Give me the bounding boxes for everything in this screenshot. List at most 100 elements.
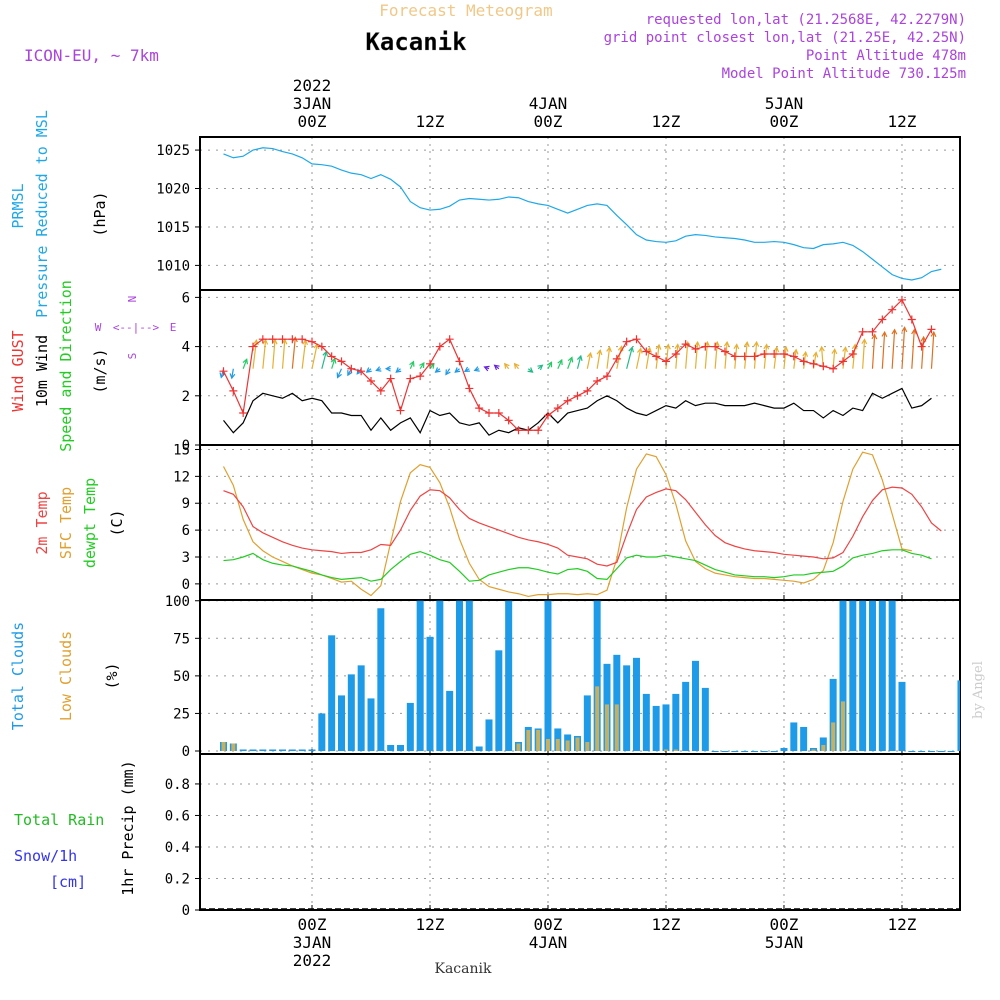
wind-arrow-shaft [744,342,748,369]
gust-marker [642,347,651,356]
wind-arrow [753,340,760,369]
total-cloud-bar [849,600,857,751]
wind-arrow-head [576,354,583,361]
wind-arrow-head [723,340,730,347]
top-time-label: 00Z [298,112,327,131]
bottom-time-label: 5JAN [765,933,804,952]
wind-dir-label: Speed and Direction [57,280,75,452]
y-tick-label: 15 [173,442,190,458]
total-cloud-bar [721,750,729,752]
wind-arrow-shaft [862,339,866,369]
total-cloud-bar [927,750,935,752]
gust-marker [416,372,425,381]
gust-marker [534,426,543,435]
wind-arrow [493,364,500,371]
total-cloud-bar [878,600,886,751]
dewpt-line [223,549,932,582]
total-cloud-bar [288,749,296,751]
location-title: Kacanik [365,28,467,56]
total-cloud-bar [347,674,355,751]
wind-arrow-head [694,340,701,347]
y-tick-label: 0.4 [165,840,190,856]
wind-arrow [434,367,441,373]
wind-arrow-shaft [567,357,573,369]
wind-arrow-shaft [596,350,601,369]
wind-arrow-head [881,330,888,337]
wind-arrow [445,368,451,376]
bottom-time-label: 00Z [770,915,799,934]
gust-marker [730,352,739,361]
grid-point-coords: grid point closest lon,lat (21.25E, 42.2… [604,30,966,46]
wind-arrow-shaft [763,344,768,369]
total-cloud-bar [898,681,906,751]
low-cloud-bar [614,704,619,751]
total-cloud-bar [947,750,955,752]
wind-speed-line [223,387,932,436]
gust-marker [494,409,503,418]
gust-marker [671,349,680,358]
compass-west: W [95,321,102,334]
panel-precip: 0 0.2 0.4 0.6 0.8 [165,753,961,919]
wind-arrow-head [628,346,634,353]
wind-arrow-shaft [921,337,925,369]
gust-marker [701,342,710,351]
forecast-title: Forecast Meteogram [379,1,552,20]
wind-arrow-shaft [557,359,563,369]
y-tick-label: 4 [182,340,190,356]
bottom-time-label: 00Z [298,915,327,934]
wind-arrow-shaft [409,361,415,369]
total-cloud-bar [937,750,945,752]
top-time-label: 00Z [534,112,563,131]
total-cloud-bar [623,665,631,751]
wind-arrow-shaft [291,337,296,369]
wind-arrow-head [347,370,353,377]
wind-arrow [262,338,269,369]
wind-arrow [782,345,789,369]
gust-marker [357,367,366,376]
gust-marker [455,357,464,366]
pressure-line [223,147,942,281]
wind-arrow [419,361,425,370]
y-tick-label: 1010 [156,258,190,274]
y-tick-label: 0.6 [165,808,190,824]
wind-arrow-shaft [901,327,906,369]
wind-arrow [463,366,471,372]
wind-arrow [802,350,809,369]
total-cloud-bar [308,749,316,751]
wind-arrow-shaft [337,368,343,378]
wind-arrow [291,336,298,369]
dewpt-label: dewpt Temp [81,478,99,568]
wind-arrow-shaft [301,340,307,369]
wind-arrow [384,365,391,372]
wind-arrow-shaft [685,342,689,369]
top-time-label: 3JAN [293,94,332,113]
wind-arrow [395,367,402,373]
gust-marker [858,327,867,336]
total-cloud-bar [632,657,640,751]
wind-arrow-head [473,366,480,372]
total-cloud-bar [298,749,306,751]
gust-marker [593,377,602,386]
wind-arrow-head [891,328,898,335]
total-cloud-bar [337,695,345,751]
gust-marker [396,406,405,415]
gust-marker [583,386,592,395]
gust-marker [445,335,454,344]
wind-arrow-head [773,346,780,353]
total-cloud-bar [750,750,758,752]
wind-arrow-head [763,343,770,350]
wind-arrow [311,342,320,369]
low-cloud-bar [840,701,845,751]
gust-marker [504,416,513,425]
wind-arrow-head [586,351,593,359]
gust-marker [514,426,523,435]
gust-marker [799,357,808,366]
gust-marker [298,335,307,344]
wind-arrow-head [409,360,415,367]
wind-arrow-shaft [635,348,642,369]
wind-arrow [635,347,643,369]
total-cloud-bar [780,747,788,751]
wind-arrow [546,361,553,370]
panel-pressure: 1010 1015 1020 1025 [156,136,961,291]
